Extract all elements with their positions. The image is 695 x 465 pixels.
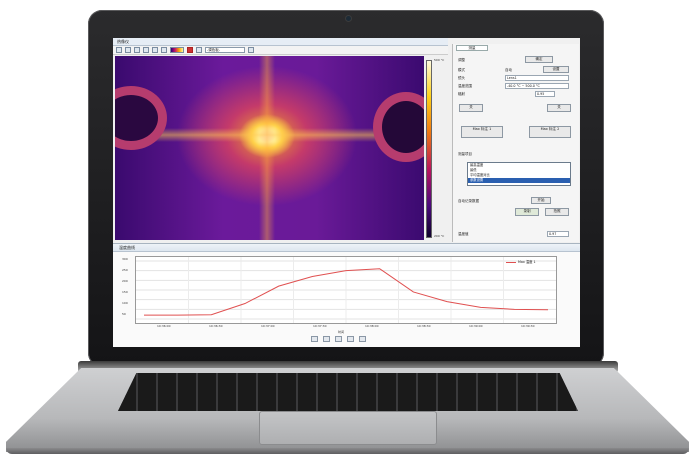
max-mark-1-button[interactable]: Max 标注 1 [461,126,503,138]
adjust-label: 调整 [458,58,465,62]
legend-swatch [506,261,516,263]
app-titlebar: 热像仪 [113,38,448,46]
list-item[interactable]: 平均温度对比 [470,173,490,177]
measure-list[interactable]: 最高温度 最低 平均温度对比 参数设置 [467,162,571,186]
right-toggle-button[interactable]: 关 [547,104,571,112]
x-tick-label: 10:38:00 [365,324,379,328]
temperature-graph-window: 温度曲线 Max 温度 1 300 250 200 150 100 50 10:36:00… [113,243,580,347]
plot-area[interactable] [135,256,557,324]
spot-tool-icon[interactable] [134,47,140,53]
auto-record-option[interactable]: 自动记录数据 [458,199,479,203]
thermal-glow-vertical [259,56,275,240]
thermal-glow-horizontal [115,128,424,142]
touchpad [259,411,437,445]
graph-title: 温度曲线 [119,245,135,250]
thermal-object-right [373,92,424,162]
max-mark-2-button[interactable]: Max 标注 2 [529,126,571,138]
snapshot-button[interactable]: 拍照 [545,208,569,216]
play-button[interactable] [335,336,342,342]
record-icon[interactable] [187,47,193,53]
palette-icon[interactable] [170,47,184,53]
forward-button[interactable] [347,336,354,342]
range-label: 温度范围 [458,84,472,88]
thermal-image[interactable] [115,56,424,240]
temperature-chart [136,257,556,323]
palette-dropdown[interactable]: -调色板- [205,47,245,53]
save-icon[interactable] [248,47,254,53]
x-tick-label: 10:39:30 [521,324,535,328]
colorbar-max: 500 °C [434,58,445,62]
laptop-front-edge [6,448,689,454]
emissivity-input[interactable]: 0.95 [535,91,555,97]
stop-button[interactable] [359,336,366,342]
line-tool-icon[interactable] [161,47,167,53]
y-tick-label: 200 [122,279,128,283]
screen: 热像仪 -调色板- 500 °C 200 °C 测量 调整 确定 [113,38,580,347]
record-button[interactable]: 录制 [515,208,539,216]
chart-legend: Max 温度 1 [506,259,550,265]
list-item[interactable]: 最高温度 [470,163,484,167]
x-tick-label: 10:39:00 [469,324,483,328]
lens-label: 镜头 [458,76,465,80]
graph-titlebar: 温度曲线 [113,244,580,252]
pointer-tool-icon[interactable] [116,47,122,53]
y-tick-label: 250 [122,268,128,272]
mode-label: 模式 [458,68,465,72]
keyboard [118,373,578,411]
series-line [144,268,549,316]
x-tick-label: 10:36:30 [209,324,223,328]
x-tick-label: 10:36:00 [157,324,171,328]
list-item-selected[interactable]: 参数设置 [468,178,570,183]
auto-checkbox[interactable]: 自动 [505,68,512,72]
apply-button[interactable]: 确定 [525,56,553,63]
layout-icon[interactable] [196,47,202,53]
tab-measure[interactable]: 测量 [456,45,488,51]
rect-tool-icon[interactable] [143,47,149,53]
mode-settings-button[interactable]: 设置 [543,66,569,73]
range-select[interactable]: -40.0 °C ~ 500.0 °C [505,83,569,89]
pause-button[interactable] [323,336,330,342]
legend-label: Max 温度 1 [518,260,536,264]
select-tool-icon[interactable] [125,47,131,53]
lens-select[interactable]: Lens1 [505,75,569,81]
y-tick-label: 150 [122,290,128,294]
toolbar: -调色板- [113,46,448,55]
x-tick-label: 10:37:00 [261,324,275,328]
rewind-button[interactable] [311,336,318,342]
x-tick-label: 10:37:30 [313,324,327,328]
footer-value[interactable]: 0.97 [547,231,569,237]
webcam [346,16,351,21]
measure-panel: 测量 调整 确定 模式 自动 设置 镜头 Lens1 温度范围 -40.0 °C… [452,44,579,242]
ellipse-tool-icon[interactable] [152,47,158,53]
temperature-colorbar [426,60,432,238]
playback-controls [311,336,366,342]
y-tick-label: 100 [122,301,128,305]
emissivity-label: 辐射 [458,92,465,96]
x-tick-label: 10:38:30 [417,324,431,328]
measure-list-title: 测量项目 [458,152,472,156]
list-item[interactable]: 最低 [470,168,477,172]
start-button[interactable]: 开始 [531,197,551,204]
colorbar-min: 200 °C [434,234,445,238]
x-axis-label: 时间 [338,330,345,334]
y-tick-label: 50 [122,312,126,316]
y-tick-label: 300 [122,257,128,261]
left-toggle-button[interactable]: 关 [459,104,483,112]
app-title: 热像仪 [117,39,129,44]
footer-label: 温度值 [458,232,469,236]
